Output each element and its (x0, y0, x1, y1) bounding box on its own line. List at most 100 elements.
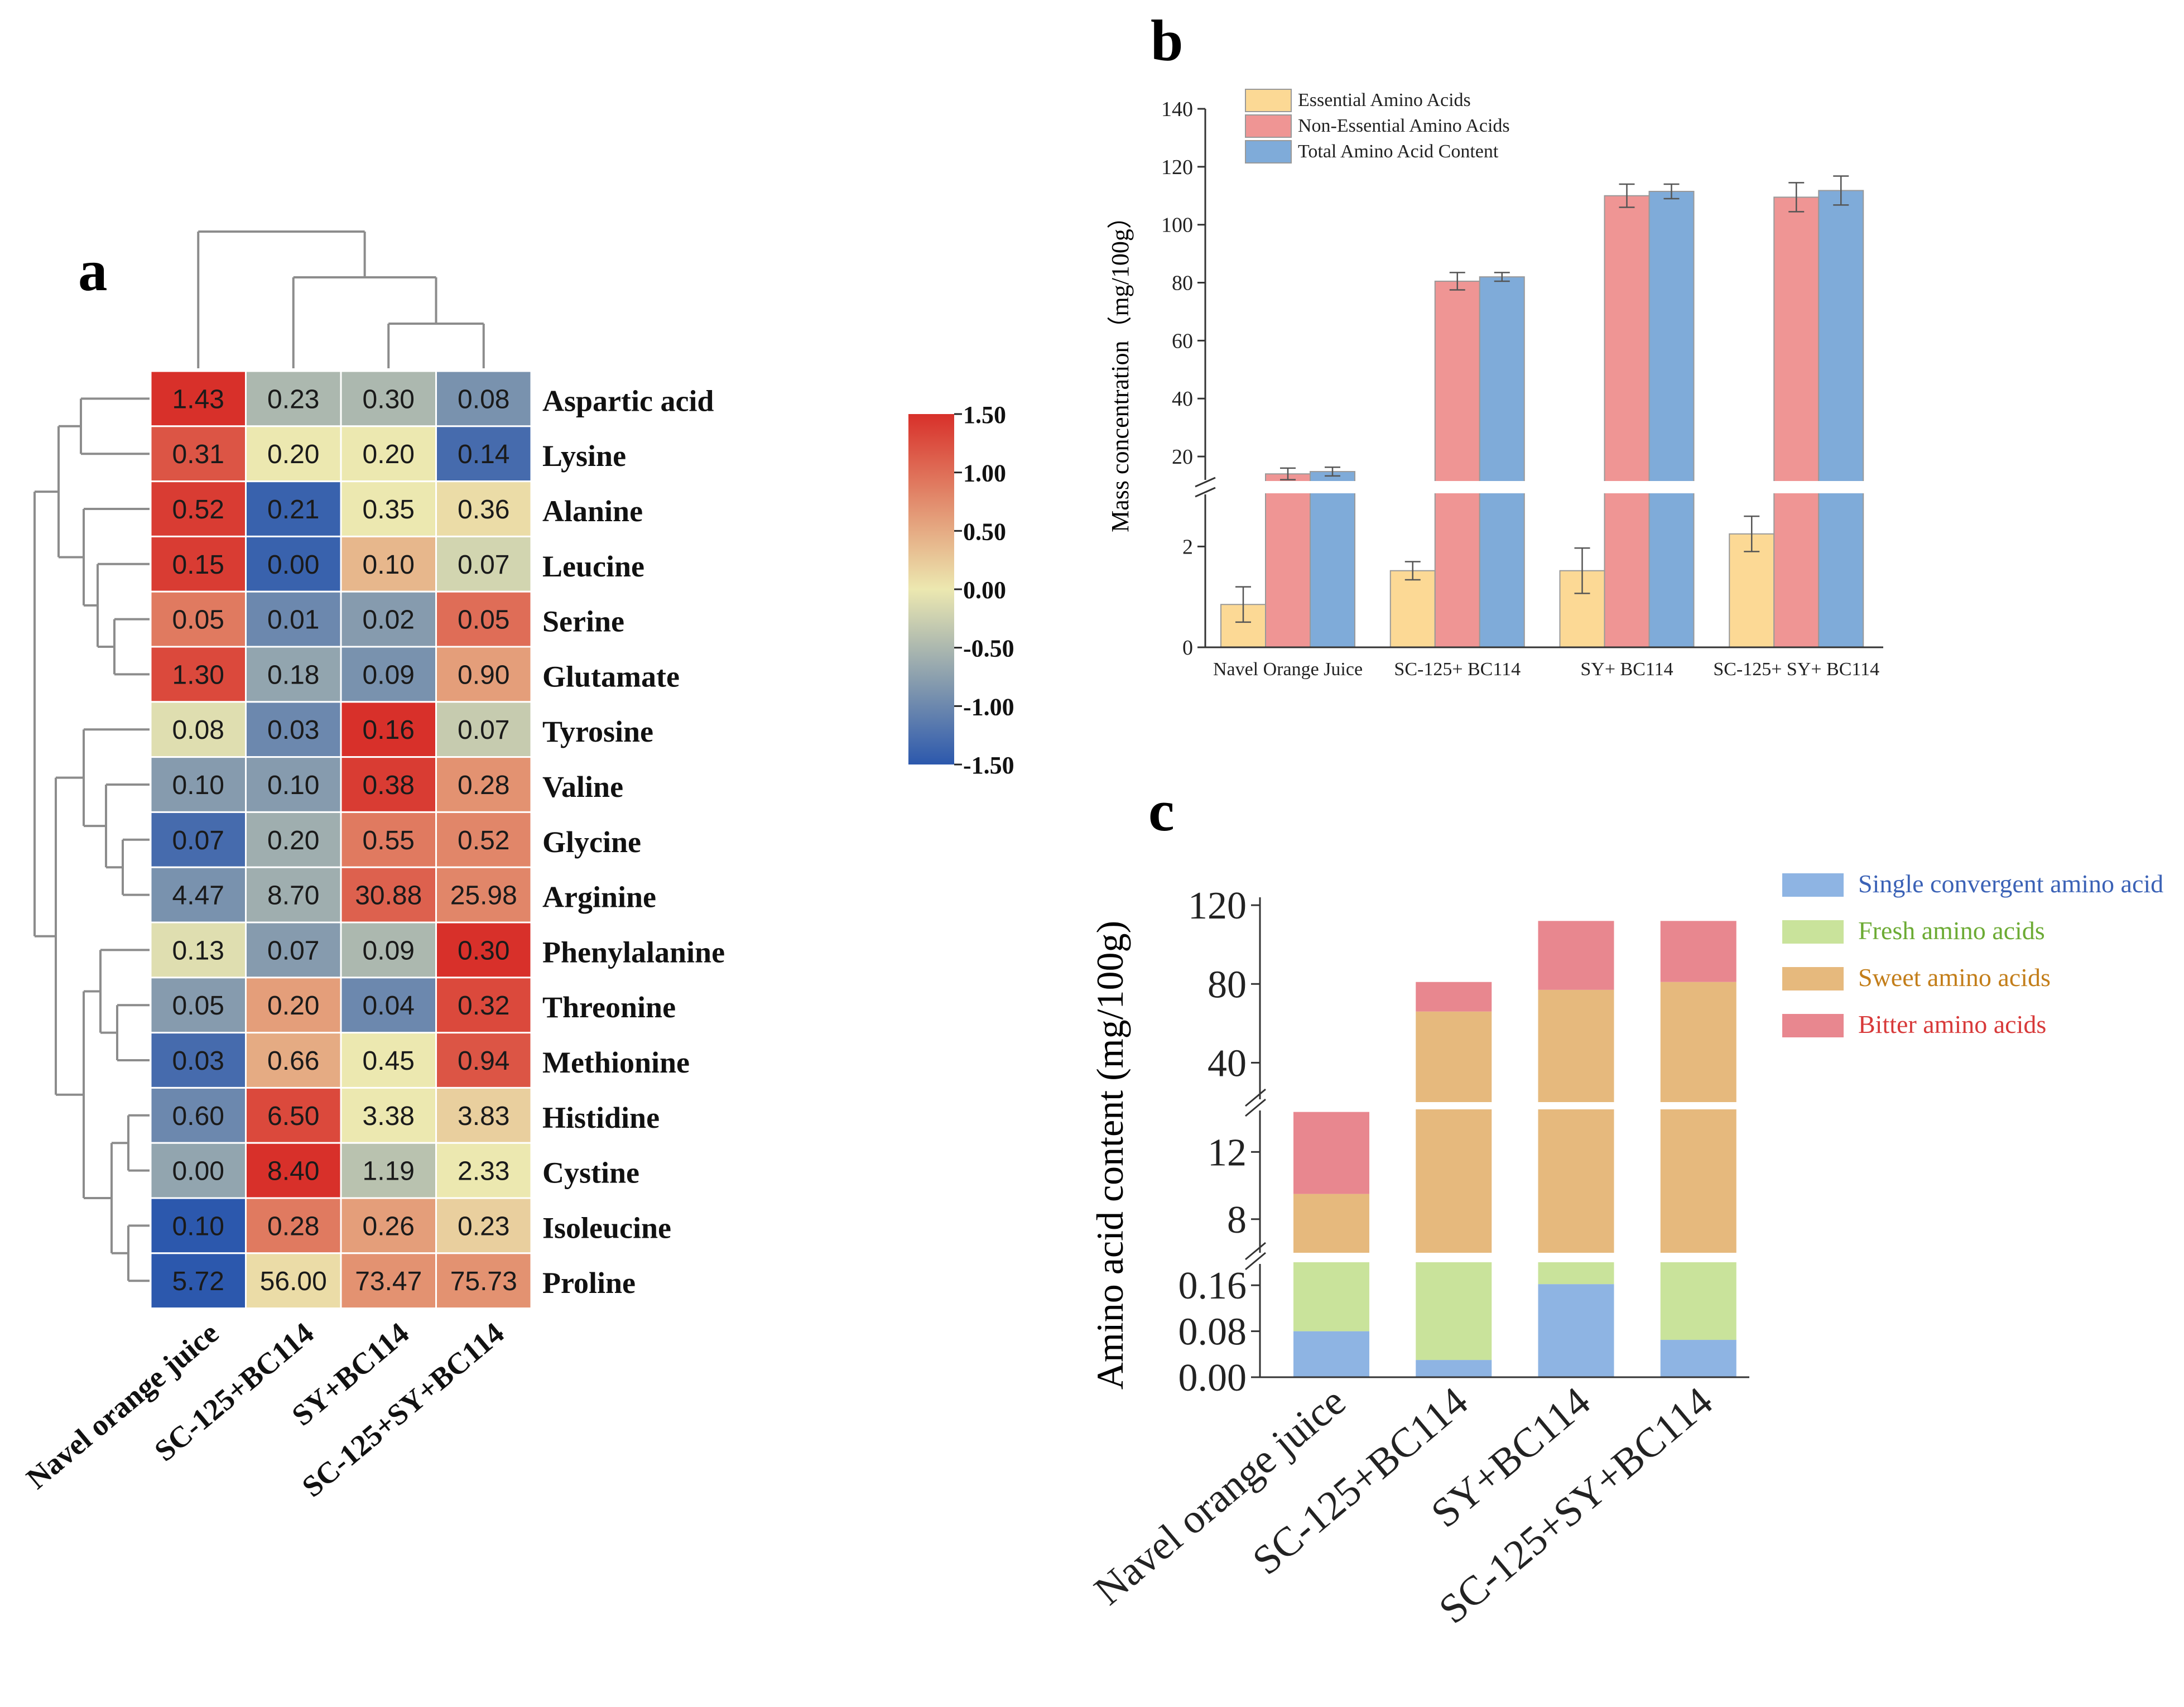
row-label: Serine (542, 605, 624, 638)
y-tick-label: 40 (1172, 387, 1193, 411)
stack-bitter (1660, 921, 1736, 982)
cell-value: 0.36 (458, 495, 509, 525)
cell-value: 0.07 (458, 715, 509, 745)
cell-value: 3.83 (458, 1102, 509, 1131)
cell-value: 1.43 (172, 384, 224, 414)
cell-value: 0.20 (267, 440, 319, 469)
stack-single-convergent (1293, 1331, 1369, 1377)
axis-break-band (1243, 1256, 1766, 1262)
bar-1 (1265, 473, 1311, 648)
axis-break-mark (1245, 1242, 1266, 1261)
y-tick-label: 20 (1172, 445, 1193, 469)
stack-fresh (1660, 1262, 1736, 1340)
heatmap-cell (340, 1252, 437, 1310)
stack-single-convergent (1416, 1360, 1492, 1377)
row-label: Proline (542, 1266, 636, 1300)
heatmap-cell (150, 590, 247, 648)
heatmap-cell (150, 1142, 247, 1199)
cell-value: 8.40 (267, 1157, 319, 1186)
cell-value: 0.03 (172, 1046, 224, 1076)
cell-value: 0.00 (267, 550, 319, 580)
cell-value: 0.28 (267, 1211, 319, 1241)
stack-single-convergent (1538, 1284, 1614, 1377)
cell-value: 2.33 (458, 1157, 509, 1186)
heatmap-cell (340, 756, 437, 813)
heatmap-cell (150, 480, 247, 537)
legend-label: Total Amino Acid Content (1298, 141, 1499, 162)
row-label: Isoleucine (542, 1211, 671, 1244)
heatmap-cell (245, 646, 342, 703)
row-label: Lysine (542, 439, 626, 473)
cell-value: 0.20 (363, 440, 415, 469)
heatmap-cell (435, 370, 532, 427)
row-label: Arginine (542, 881, 656, 914)
heatmap-cell (150, 425, 247, 483)
heatmap-cell (150, 1252, 247, 1310)
row-label: Aspartic acid (542, 384, 714, 417)
cell-value: 0.30 (458, 936, 509, 965)
colorbar-tick-label: 0.50 (963, 518, 1006, 545)
y-tick-label: 40 (1208, 1042, 1247, 1085)
cell-value: 0.21 (267, 495, 319, 525)
row-label: Glutamate (542, 660, 680, 693)
cell-value: 73.47 (355, 1267, 422, 1296)
panel-c-stacked-bar-chart: c Navel orange juiceSC-125+BC114SY+BC114… (1086, 778, 2163, 1633)
heatmap-cell (340, 535, 437, 593)
heatmap-cell (245, 590, 342, 648)
legend-b: Essential Amino Acids Non-Essential Amino… (1245, 89, 1510, 164)
panel-label-a: a (78, 238, 108, 303)
cell-value: 0.01 (267, 605, 319, 635)
heatmap-cell (150, 756, 247, 813)
stack-sweet (1293, 1194, 1369, 1253)
axis-break-band (1243, 1103, 1766, 1109)
stack-single-convergent (1660, 1340, 1736, 1377)
colorbar-tick-label: -1.00 (963, 693, 1014, 720)
row-labels: Aspartic acid Lysine Alanine Leucine Serine G… (542, 384, 725, 1300)
bar-1 (1604, 195, 1650, 648)
cell-value: 8.70 (267, 881, 319, 911)
legend-label: Essential Amino Acids (1298, 90, 1471, 110)
row-label: Glycine (542, 825, 641, 859)
stack-bitter (1293, 1112, 1369, 1194)
x-tick-label: SC-125+ SY+ BC114 (1713, 659, 1879, 680)
axis-break-mark (1245, 1098, 1266, 1117)
stack-sweet (1538, 1105, 1614, 1253)
stacked-bar-chart-c: Navel orange juiceSC-125+BC114SY+BC114SC… (1086, 884, 1766, 1633)
heatmap-cell (150, 1197, 247, 1254)
heatmap-cell (150, 921, 247, 979)
colorbar-tick-label: 0.00 (963, 576, 1006, 604)
y-tick-label: 8 (1227, 1199, 1247, 1242)
heatmap-cell (245, 701, 342, 758)
heatmap-cell (340, 646, 437, 703)
heatmap-cell (245, 921, 342, 979)
cell-value: 0.14 (458, 440, 509, 469)
heatmap-cell (340, 811, 437, 868)
heatmap-cell (245, 756, 342, 813)
heatmap-cell (435, 1252, 532, 1310)
legend-swatch (1245, 114, 1292, 138)
panel-label-b: b (1151, 8, 1183, 73)
row-label: Alanine (542, 494, 643, 528)
legend-swatch (1782, 873, 1844, 897)
axis-break-band (1194, 481, 1894, 493)
heatmap-cell (340, 1197, 437, 1254)
x-tick-label: SC-125+ BC114 (1394, 659, 1521, 680)
bar-2 (1479, 276, 1525, 648)
y-tick-label: 0.08 (1178, 1311, 1247, 1354)
heatmap-cell (150, 370, 247, 427)
cell-value: 0.10 (172, 1211, 224, 1241)
stack-bitter (1538, 921, 1614, 990)
cell-value: 0.45 (363, 1046, 415, 1076)
heatmap-cell (150, 811, 247, 868)
heatmap-cell (435, 1142, 532, 1199)
heatmap-cells: 1.43 0.23 0.30 0.08 0.31 0.20 0.20 0.14 0.52 0.21… (150, 370, 532, 1310)
heatmap-cell (435, 977, 532, 1034)
axis-break-mark (1245, 1252, 1266, 1271)
heatmap-cell (150, 866, 247, 924)
stack-sweet (1416, 1105, 1492, 1253)
legend-swatch (1782, 1014, 1844, 1037)
heatmap-cell (435, 701, 532, 758)
bar-1 (1434, 280, 1480, 648)
cell-value: 0.30 (363, 384, 415, 414)
